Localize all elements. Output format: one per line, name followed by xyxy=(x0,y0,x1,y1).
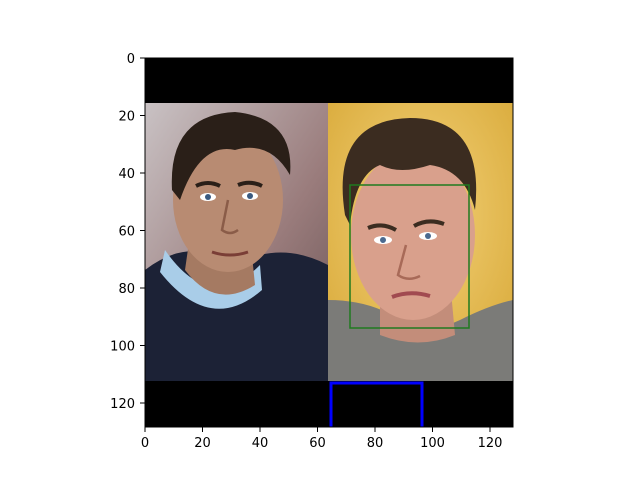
mask-region-box xyxy=(329,381,424,427)
x-tick-label: 100 xyxy=(420,436,445,451)
face-bounding-box xyxy=(349,184,470,329)
y-tick-label: 20 xyxy=(118,110,135,125)
y-tick-label: 100 xyxy=(110,340,135,355)
top-padding xyxy=(145,58,513,103)
y-axis-ticks: 0 20 40 60 80 100 120 xyxy=(110,52,145,412)
axes-frame xyxy=(144,57,514,428)
y-tick-label: 80 xyxy=(118,282,135,297)
x-tick-label: 80 xyxy=(367,436,384,451)
x-axis-ticks: 0 20 40 60 80 100 120 xyxy=(141,427,503,451)
y-tick-label: 40 xyxy=(118,167,135,182)
y-tick-label: 0 xyxy=(127,52,135,67)
y-tick-label: 120 xyxy=(110,397,135,412)
left-face-photo xyxy=(145,103,328,381)
x-tick-label: 60 xyxy=(309,436,326,451)
y-tick-label: 60 xyxy=(118,225,135,240)
right-face-photo xyxy=(328,103,513,381)
bottom-padding xyxy=(145,381,513,427)
x-tick-label: 120 xyxy=(478,436,503,451)
x-tick-label: 0 xyxy=(141,436,149,451)
x-tick-label: 40 xyxy=(252,436,269,451)
x-tick-label: 20 xyxy=(194,436,211,451)
